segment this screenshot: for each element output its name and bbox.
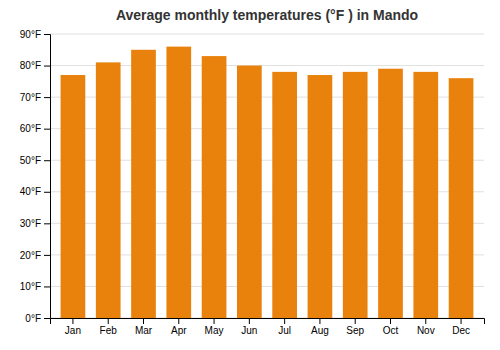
title: Average monthly temperatures (°F ) in Ma… xyxy=(116,7,418,23)
tick-label: Apr xyxy=(171,325,187,336)
tick-label: 40°F xyxy=(20,186,41,197)
axis-domain xyxy=(44,35,51,319)
tick-mark xyxy=(355,318,356,324)
tick: 30°F xyxy=(20,218,50,229)
bar xyxy=(378,69,403,318)
tick-mark xyxy=(44,129,50,130)
tick-label: Mar xyxy=(135,325,153,336)
chart-svg: 0°F 10°F 20°F 30°F 40°F 50°F 60°F 70°F 80°F 90°F J… xyxy=(0,0,500,350)
tick: Sep xyxy=(346,318,364,336)
bar xyxy=(272,72,297,318)
tick: 20°F xyxy=(20,250,50,261)
tick: Jul xyxy=(278,318,291,336)
bar xyxy=(202,56,227,318)
tick-mark xyxy=(44,286,50,287)
tick-mark xyxy=(44,66,50,67)
grid xyxy=(50,34,484,318)
tick-label: Oct xyxy=(383,325,399,336)
tick: 0°F xyxy=(25,313,50,324)
tick: Nov xyxy=(417,318,435,336)
tick-label: Feb xyxy=(100,325,118,336)
tick-label: 0°F xyxy=(25,313,41,324)
bar xyxy=(413,72,438,318)
tick-label: 30°F xyxy=(20,218,41,229)
tick: 90°F xyxy=(20,29,50,40)
tick-label: 50°F xyxy=(20,155,41,166)
tick: 50°F xyxy=(20,155,50,166)
tick-label: 70°F xyxy=(20,92,41,103)
tick: Jan xyxy=(65,318,81,336)
tick: Aug xyxy=(311,318,329,336)
tick-label: Dec xyxy=(452,325,470,336)
tick-label: Jul xyxy=(278,325,291,336)
tick-label: Sep xyxy=(346,325,364,336)
tick-mark xyxy=(44,255,50,256)
bar xyxy=(166,47,191,318)
tick-label: Nov xyxy=(417,325,435,336)
grid-line xyxy=(50,34,484,35)
tick-mark xyxy=(319,318,320,324)
tick-label: 60°F xyxy=(20,123,41,134)
tick-label: Aug xyxy=(311,325,329,336)
tick-mark xyxy=(44,192,50,193)
bar xyxy=(96,62,121,318)
tick-mark xyxy=(461,318,462,324)
tick-mark xyxy=(108,318,109,324)
tick-mark xyxy=(44,160,50,161)
tick: Jun xyxy=(241,318,257,336)
tick: Feb xyxy=(100,318,118,336)
tick-mark xyxy=(425,318,426,324)
tick-mark xyxy=(178,318,179,324)
tick-mark xyxy=(214,318,215,324)
tick: 80°F xyxy=(20,60,50,71)
bar xyxy=(343,72,368,318)
bar xyxy=(61,75,86,318)
marks xyxy=(61,47,474,318)
tick-label: 20°F xyxy=(20,250,41,261)
tick-mark xyxy=(72,318,73,324)
tick-label: May xyxy=(205,325,224,336)
bar xyxy=(308,75,333,318)
bar xyxy=(131,50,156,318)
tick: Mar xyxy=(135,318,153,336)
bar xyxy=(237,66,262,318)
tick-mark xyxy=(249,318,250,324)
tick: 60°F xyxy=(20,123,50,134)
tick: Oct xyxy=(383,318,399,336)
chart-container: 0°F 10°F 20°F 30°F 40°F 50°F 60°F 70°F 80°F 90°F J… xyxy=(0,0,500,350)
bar xyxy=(449,78,474,318)
y-axis: 0°F 10°F 20°F 30°F 40°F 50°F 60°F 70°F 80°F 90°F xyxy=(20,29,51,324)
tick: Apr xyxy=(171,318,187,336)
tick-mark xyxy=(44,318,50,319)
tick-mark xyxy=(390,318,391,324)
tick: 10°F xyxy=(20,281,50,292)
tick: Dec xyxy=(452,318,470,336)
tick-label: Jun xyxy=(241,325,257,336)
tick-label: 10°F xyxy=(20,281,41,292)
tick: 40°F xyxy=(20,186,50,197)
tick-label: 80°F xyxy=(20,60,41,71)
tick: 70°F xyxy=(20,92,50,103)
tick-mark xyxy=(44,97,50,98)
x-axis: Jan Feb Mar Apr May Jun Jul Aug Sep Oct Nov Dec xyxy=(51,318,485,336)
plot-area: 0°F 10°F 20°F 30°F 40°F 50°F 60°F 70°F 80°F 90°F J… xyxy=(20,29,485,336)
tick-mark xyxy=(44,223,50,224)
axis-domain xyxy=(51,319,485,325)
tick: May xyxy=(205,318,224,336)
tick-mark xyxy=(284,318,285,324)
tick-mark xyxy=(44,34,50,35)
tick-mark xyxy=(143,318,144,324)
tick-label: Jan xyxy=(65,325,81,336)
tick-label: 90°F xyxy=(20,29,41,40)
